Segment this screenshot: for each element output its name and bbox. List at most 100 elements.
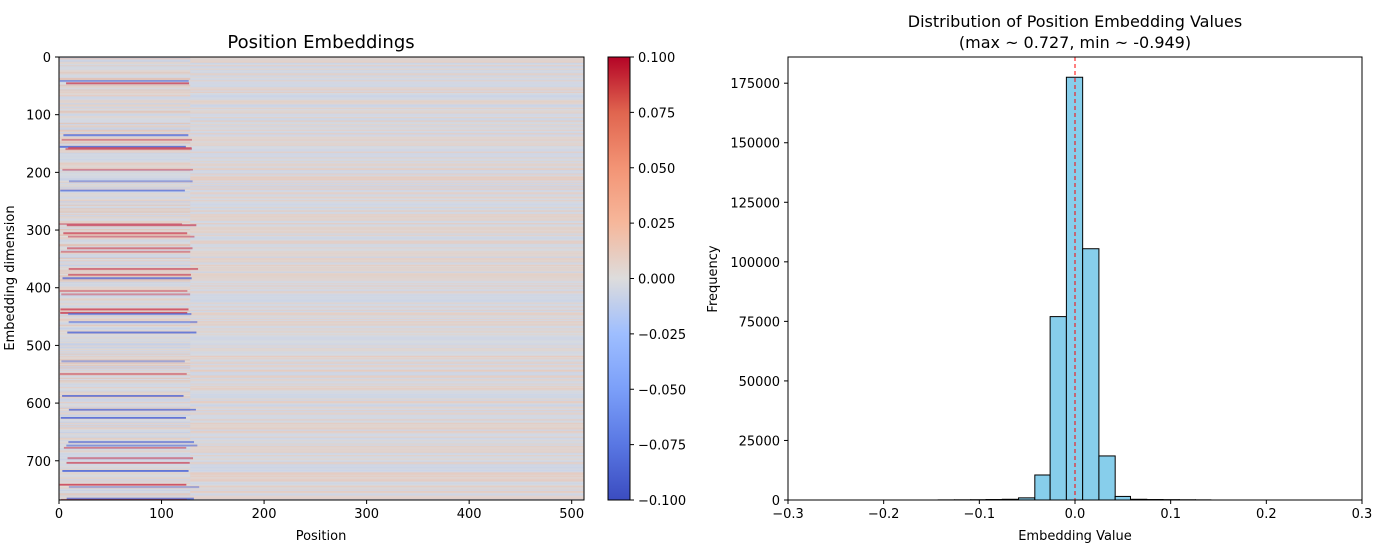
heatmap-stripe [190,400,584,403]
heatmap-stripe [59,262,191,264]
heatmap-stripe [59,376,191,378]
heatmap-stripe [190,351,584,353]
heatmap-stripe [190,383,584,385]
heatmap-stripe [190,458,584,460]
heatmap-stripe [190,96,584,98]
heatmap-stripe [59,85,191,88]
heatmap-stripe [59,291,191,293]
heatmap-stripe [190,367,584,369]
heatmap-stripe [190,450,584,452]
heatmap-stripe [59,392,191,395]
heatmap-stripe [59,201,191,203]
heatmap-stripe [59,122,191,125]
heatmap-stripe [59,378,191,381]
heatmap-stripe [59,195,191,197]
heatmap-x-ticks: 0 100 200 300 400 500 [55,500,584,522]
colorbar-tick-label: −0.100 [638,494,686,509]
heatmap-stripe [190,126,584,128]
heatmap-stripe [59,80,189,83]
heatmap-stripe [59,382,191,384]
heatmap-stripe [190,141,584,143]
heatmap-stripe [59,489,191,491]
heatmap-stripe [59,173,191,175]
histogram-bar [1034,474,1051,501]
heatmap-stripe [190,329,584,331]
heatmap-stripe [190,431,584,434]
heatmap-stripe [190,59,584,61]
heatmap-stripe [62,395,184,397]
heatmap-stripe [190,378,584,381]
heatmap-stripe [190,371,584,374]
heatmap-stripe [190,212,584,215]
heatmap-stripe [59,266,191,269]
heatmap-stripe [190,476,584,479]
colorbar-tick-label: 0.025 [638,217,675,232]
heatmap-stripe [65,148,192,151]
heatmap-stripe [190,101,584,104]
heatmap-stripe [59,383,191,385]
heatmap-stripe [59,234,191,237]
heatmap-stripe [190,311,584,314]
heatmap-stripe [190,418,584,420]
heatmap-stripe [59,365,191,367]
heatmap-stripe [59,118,191,120]
heatmap-stripe [59,111,191,113]
heatmap-stripe [59,68,191,70]
heatmap-stripe [59,142,191,144]
heatmap-stripe [59,104,191,106]
heatmap-stripe [190,444,584,446]
heatmap-stripe [59,163,191,165]
heatmap-stripe [59,374,191,376]
heatmap-stripe [190,175,584,178]
heatmap-stripe [59,77,191,80]
heatmap-stripe [190,483,584,486]
heatmap-stripe [190,362,584,365]
heatmap-stripe [190,361,584,363]
heatmap-stripe [190,61,584,63]
heatmap-stripe [190,486,584,488]
heatmap-y-ticks: 0 100 200 300 400 500 600 700 [26,51,59,470]
heatmap-stripe [190,441,584,443]
heatmap-stripe [190,131,584,134]
heatmap-stripe [190,242,584,245]
heatmap-stripe [59,418,191,420]
heatmap-stripe [190,241,584,243]
heatmap-stripe [190,156,584,158]
heatmap-stripe [190,459,584,461]
heatmap-stripe [59,255,191,257]
heatmap-stripe [190,411,584,413]
heatmap-stripe [59,496,191,498]
heatmap-stripe [190,258,584,261]
heatmap-stripe [190,313,584,315]
heatmap-panel: Position Embeddings 0 100 200 300 400 500 0 10… [3,32,585,544]
heatmap-stripe [190,303,584,306]
heatmap-stripe [190,149,584,151]
heatmap-stripe [190,388,584,390]
heatmap-stripe [190,498,584,500]
heatmap-stripe [59,204,191,207]
heatmap-stripe [190,399,584,401]
heatmap-stripe [59,78,191,81]
heatmap-stripe [190,263,584,265]
heatmap-stripe [190,487,584,489]
histogram-y-tick-label: 100000 [730,256,780,271]
heatmap-stripe [59,380,191,382]
heatmap-stripe [190,340,584,343]
heatmap-stripe [59,84,191,87]
heatmap-stripe [190,488,584,490]
heatmap-stripe [190,121,584,123]
heatmap-y-tick-label: 100 [26,109,51,124]
heatmap-stripe [68,180,193,183]
heatmap-stripe [59,110,191,112]
heatmap-stripe [59,315,191,317]
heatmap-stripe [190,451,584,453]
heatmap-stripe [190,423,584,426]
histogram-x-tick-label: 0.3 [1352,507,1373,522]
heatmap-stripe [190,386,584,389]
heatmap-stripe [59,175,191,178]
heatmap-stripe [59,115,191,118]
heatmap-stripe [190,331,584,333]
heatmap-stripe [190,326,584,329]
heatmap-stripe [190,181,584,183]
heatmap-stripe [59,316,191,318]
